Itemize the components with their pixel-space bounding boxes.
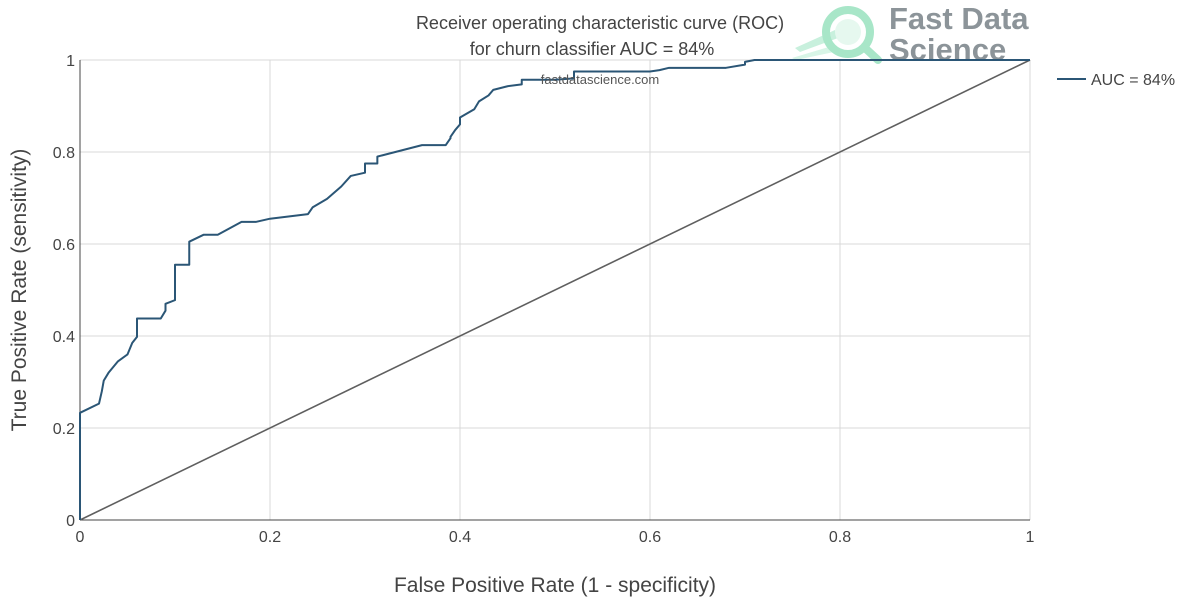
legend: AUC = 84% xyxy=(1057,72,1175,89)
y-tick-label: 0.2 xyxy=(53,421,75,438)
x-axis-title: False Positive Rate (1 - specificity) xyxy=(394,574,716,597)
brand-logo: Fast Data Science xyxy=(792,1,1029,67)
magnifier-icon xyxy=(792,6,882,64)
y-axis-title: True Positive Rate (sensitivity) xyxy=(8,149,31,432)
x-tick-labels: 0 0.2 0.4 0.6 0.8 1 xyxy=(76,529,1035,546)
x-tick-label: 1 xyxy=(1026,529,1035,546)
y-tick-label: 0.4 xyxy=(53,329,75,346)
x-tick-label: 0.8 xyxy=(829,529,851,546)
chart-title-line2: for churn classifier AUC = 84% xyxy=(470,39,715,59)
data-series xyxy=(79,59,1031,521)
chart-title-line1: Receiver operating characteristic curve … xyxy=(416,13,784,33)
brand-text-line2: Science xyxy=(889,32,1006,67)
legend-label: AUC = 84% xyxy=(1091,72,1175,89)
y-tick-label: 0.6 xyxy=(53,237,75,254)
x-tick-label: 0.4 xyxy=(449,529,471,546)
x-tick-label: 0.2 xyxy=(259,529,281,546)
x-tick-label: 0.6 xyxy=(639,529,661,546)
roc-curve-line xyxy=(79,59,1030,520)
watermark-url: fastdatascience.com xyxy=(541,72,660,87)
brand-text-line1: Fast Data xyxy=(889,1,1029,36)
x-tick-label: 0 xyxy=(76,529,85,546)
y-tick-label: 0.8 xyxy=(53,145,75,162)
y-tick-label: 0 xyxy=(66,513,75,530)
y-tick-label: 1 xyxy=(66,53,75,70)
y-tick-labels: 0 0.2 0.4 0.6 0.8 1 xyxy=(53,53,75,530)
random-classifier-diagonal xyxy=(79,59,1031,521)
